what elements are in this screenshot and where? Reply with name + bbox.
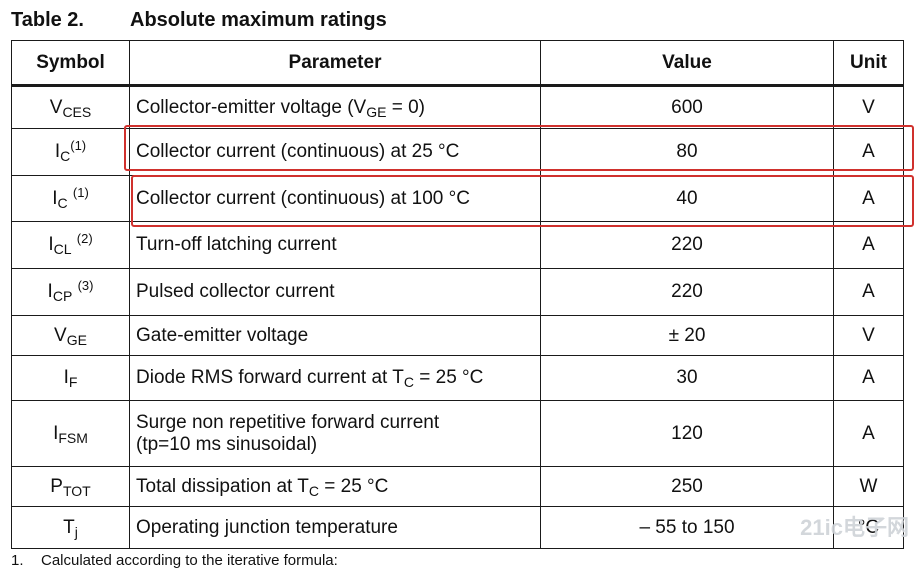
value-cell: 250: [540, 466, 834, 507]
unit-cell: A: [833, 175, 904, 222]
unit-cell: V: [833, 85, 904, 129]
parameter-cell: Turn-off latching current: [129, 221, 541, 269]
parameter-cell: Collector current (continuous) at 100 °C: [129, 175, 541, 222]
footnote-number: 1.: [11, 552, 24, 569]
value-cell: 220: [540, 268, 834, 316]
unit-cell: A: [833, 268, 904, 316]
symbol-cell: ICP (3): [11, 268, 130, 316]
unit-cell: A: [833, 221, 904, 269]
table-row: PTOT Total dissipation at TC = 25 °C 250…: [11, 466, 904, 507]
parameter-cell: Surge non repetitive forward current (tp=…: [129, 400, 541, 467]
value-cell: 80: [540, 128, 834, 176]
header-parameter: Parameter: [129, 40, 541, 86]
table-row: ICP (3) Pulsed collector current 220 A: [11, 268, 904, 316]
value-cell: ± 20: [540, 315, 834, 356]
parameter-cell: Diode RMS forward current at TC = 25 °C: [129, 355, 541, 401]
value-cell: 30: [540, 355, 834, 401]
parameter-cell: Total dissipation at TC = 25 °C: [129, 466, 541, 507]
unit-cell: W: [833, 466, 904, 507]
parameter-cell: Collector-emitter voltage (VGE = 0): [129, 85, 541, 129]
unit-cell: A: [833, 400, 904, 467]
parameter-cell: Gate-emitter voltage: [129, 315, 541, 356]
value-cell: 220: [540, 221, 834, 269]
symbol-cell: IF: [11, 355, 130, 401]
value-cell: 40: [540, 175, 834, 222]
parameter-cell: Collector current (continuous) at 25 °C: [129, 128, 541, 176]
ratings-table: Symbol Parameter Value Unit VCES Collect…: [11, 40, 904, 549]
header-unit: Unit: [833, 40, 904, 86]
header-value: Value: [540, 40, 834, 86]
table-row: IFSM Surge non repetitive forward curren…: [11, 400, 904, 467]
table-number: Table 2.: [11, 9, 84, 31]
symbol-cell: IC(1): [11, 128, 130, 176]
value-cell: 120: [540, 400, 834, 467]
unit-cell: °C: [833, 506, 904, 549]
parameter-cell: Pulsed collector current: [129, 268, 541, 316]
table-row: IC(1) Collector current (continuous) at …: [11, 128, 904, 176]
unit-cell: A: [833, 355, 904, 401]
value-cell: 600: [540, 85, 834, 129]
footnote: 1. Calculated according to the iterative …: [11, 552, 338, 569]
table-title: Absolute maximum ratings: [130, 9, 387, 31]
footnote-text: Calculated according to the iterative fo…: [41, 552, 338, 569]
header-symbol: Symbol: [11, 40, 130, 86]
symbol-cell: VCES: [11, 85, 130, 129]
watermark: 21ic电子网: [800, 515, 909, 540]
table-row: VCES Collector-emitter voltage (VGE = 0)…: [11, 85, 904, 129]
symbol-cell: IFSM: [11, 400, 130, 467]
table-row: VGE Gate-emitter voltage ± 20 V: [11, 315, 904, 356]
table-row: Tj Operating junction temperature – 55 t…: [11, 506, 904, 549]
symbol-cell: VGE: [11, 315, 130, 356]
table-row: IC (1) Collector current (continuous) at…: [11, 175, 904, 222]
symbol-cell: Tj: [11, 506, 130, 549]
header-row: Symbol Parameter Value Unit: [11, 40, 904, 86]
unit-cell: V: [833, 315, 904, 356]
parameter-cell: Operating junction temperature: [129, 506, 541, 549]
table-row: IF Diode RMS forward current at TC = 25 …: [11, 355, 904, 401]
symbol-cell: IC (1): [11, 175, 130, 222]
table-row: ICL (2) Turn-off latching current 220 A: [11, 221, 904, 269]
unit-cell: A: [833, 128, 904, 176]
value-cell: – 55 to 150: [540, 506, 834, 549]
symbol-cell: PTOT: [11, 466, 130, 507]
table-caption: Table 2. Absolute maximum ratings: [11, 9, 387, 32]
symbol-cell: ICL (2): [11, 221, 130, 269]
